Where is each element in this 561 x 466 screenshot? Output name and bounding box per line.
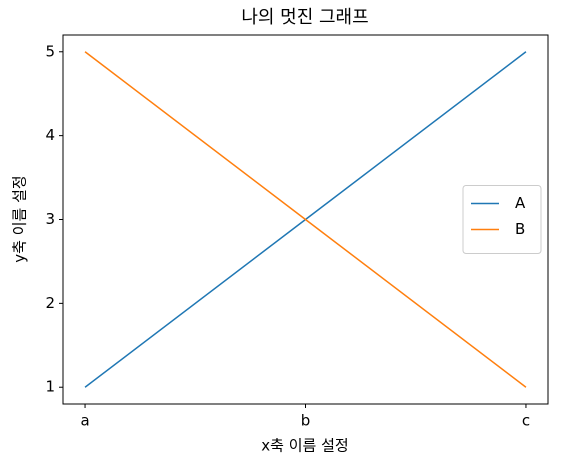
y-tick-label: 1 — [45, 378, 55, 396]
line — [84, 51, 527, 388]
x-tick-label: c — [522, 412, 530, 430]
x-axis-label: x축 이름 설정 — [261, 437, 348, 455]
chart-title: 나의 멋진 그래프 — [241, 7, 368, 28]
y-axis-label: y축 이름 설정 — [11, 175, 29, 262]
legend-box — [462, 185, 542, 254]
y-tick-label: 4 — [45, 126, 55, 144]
y-tick-label: 5 — [45, 42, 55, 60]
legend-label: A — [515, 194, 526, 212]
y-tick-label: 3 — [45, 210, 55, 228]
plot-frame — [62, 34, 549, 405]
legend-label: B — [515, 220, 525, 238]
y-tick-label: 2 — [45, 294, 55, 312]
x-tick-label: a — [80, 412, 89, 430]
x-tick-label: b — [301, 412, 311, 430]
